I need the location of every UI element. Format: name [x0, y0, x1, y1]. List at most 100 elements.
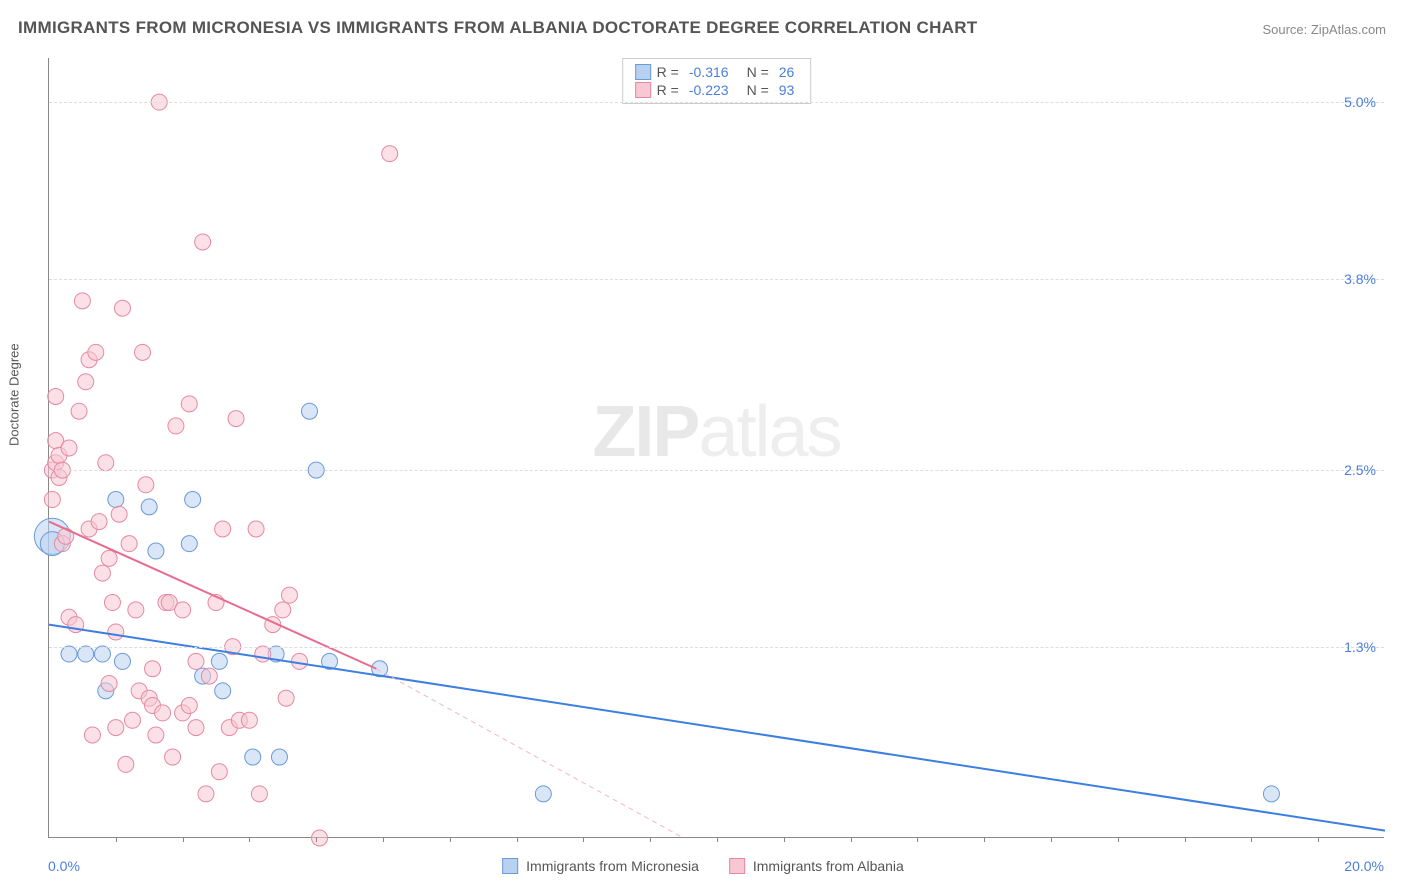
x-tick: [1118, 837, 1119, 842]
data-point-micronesia: [94, 646, 110, 662]
bottom-legend-item: Immigrants from Albania: [729, 858, 904, 874]
data-point-albania: [198, 786, 214, 802]
plot-svg: [49, 58, 1384, 837]
data-point-albania: [181, 698, 197, 714]
data-point-albania: [241, 712, 257, 728]
legend-r-value: -0.223: [689, 82, 729, 98]
chart-container: IMMIGRANTS FROM MICRONESIA VS IMMIGRANTS…: [0, 0, 1406, 892]
data-point-albania: [114, 300, 130, 316]
data-point-albania: [138, 477, 154, 493]
data-point-micronesia: [61, 646, 77, 662]
data-point-albania: [135, 344, 151, 360]
data-point-albania: [71, 403, 87, 419]
data-point-micronesia: [211, 653, 227, 669]
data-point-albania: [248, 521, 264, 537]
legend-n-label: N =: [747, 64, 769, 80]
y-tick-label: 3.8%: [1344, 271, 1376, 287]
data-point-albania: [61, 440, 77, 456]
data-point-albania: [121, 536, 137, 552]
grid-line: [49, 647, 1384, 648]
grid-line: [49, 470, 1384, 471]
x-tick: [116, 837, 117, 842]
x-tick: [1318, 837, 1319, 842]
data-point-albania: [84, 727, 100, 743]
bottom-legend-item: Immigrants from Micronesia: [502, 858, 699, 874]
trend-ext-albania: [376, 669, 683, 838]
grid-line: [49, 279, 1384, 280]
legend-swatch: [729, 858, 745, 874]
data-point-albania: [108, 720, 124, 736]
x-tick: [450, 837, 451, 842]
x-tick: [1251, 837, 1252, 842]
data-point-micronesia: [245, 749, 261, 765]
data-point-micronesia: [78, 646, 94, 662]
x-tick: [917, 837, 918, 842]
data-point-micronesia: [141, 499, 157, 515]
data-point-albania: [91, 514, 107, 530]
x-tick: [650, 837, 651, 842]
y-tick-label: 1.3%: [1344, 639, 1376, 655]
data-point-albania: [382, 146, 398, 162]
data-point-albania: [255, 646, 271, 662]
data-point-albania: [195, 234, 211, 250]
data-point-albania: [312, 830, 328, 846]
chart-title: IMMIGRANTS FROM MICRONESIA VS IMMIGRANTS…: [18, 18, 977, 38]
data-point-albania: [211, 764, 227, 780]
data-point-albania: [275, 602, 291, 618]
x-tick: [984, 837, 985, 842]
x-tick: [383, 837, 384, 842]
data-point-albania: [155, 705, 171, 721]
data-point-micronesia: [271, 749, 287, 765]
data-point-albania: [98, 455, 114, 471]
data-point-albania: [188, 720, 204, 736]
data-point-albania: [94, 565, 110, 581]
data-point-albania: [168, 418, 184, 434]
x-tick: [249, 837, 250, 842]
data-point-albania: [88, 344, 104, 360]
legend-n-value: 26: [779, 64, 795, 80]
data-point-micronesia: [1263, 786, 1279, 802]
data-point-albania: [118, 756, 134, 772]
x-tick: [851, 837, 852, 842]
data-point-albania: [78, 374, 94, 390]
x-tick: [784, 837, 785, 842]
data-point-albania: [44, 492, 60, 508]
y-axis-label: Doctorate Degree: [7, 343, 22, 446]
data-point-micronesia: [108, 492, 124, 508]
data-point-albania: [251, 786, 267, 802]
data-point-micronesia: [302, 403, 318, 419]
data-point-micronesia: [114, 653, 130, 669]
data-point-albania: [201, 668, 217, 684]
data-point-albania: [111, 506, 127, 522]
x-tick: [183, 837, 184, 842]
data-point-albania: [48, 388, 64, 404]
bottom-legend-label: Immigrants from Albania: [753, 858, 904, 874]
y-tick-label: 5.0%: [1344, 94, 1376, 110]
data-point-albania: [228, 411, 244, 427]
data-point-albania: [104, 595, 120, 611]
data-point-albania: [278, 690, 294, 706]
bottom-legend: Immigrants from Micronesia Immigrants fro…: [502, 858, 904, 874]
legend-r-label: R =: [657, 82, 679, 98]
data-point-albania: [101, 550, 117, 566]
legend-box: R =-0.316N =26R =-0.223N =93: [622, 58, 812, 104]
x-axis-min-label: 0.0%: [48, 858, 80, 874]
data-point-albania: [215, 521, 231, 537]
x-tick: [316, 837, 317, 842]
data-point-micronesia: [185, 492, 201, 508]
data-point-albania: [281, 587, 297, 603]
legend-row: R =-0.316N =26: [635, 63, 799, 81]
data-point-albania: [165, 749, 181, 765]
x-tick: [717, 837, 718, 842]
data-point-albania: [148, 727, 164, 743]
plot-area: ZIPatlas R =-0.316N =26R =-0.223N =93 1.…: [48, 58, 1384, 838]
y-tick-label: 2.5%: [1344, 462, 1376, 478]
data-point-albania: [181, 396, 197, 412]
grid-line: [49, 102, 1384, 103]
data-point-albania: [74, 293, 90, 309]
legend-n-value: 93: [779, 82, 795, 98]
data-point-albania: [125, 712, 141, 728]
bottom-legend-label: Immigrants from Micronesia: [526, 858, 699, 874]
legend-swatch: [635, 64, 651, 80]
data-point-albania: [188, 653, 204, 669]
